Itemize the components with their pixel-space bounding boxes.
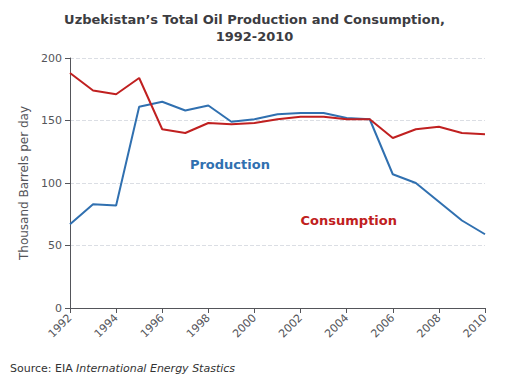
svg-text:50: 50 (48, 239, 62, 252)
svg-text:International Energy Stastics: International Energy Stastics (76, 362, 235, 375)
svg-text:Thousand Barrels per day: Thousand Barrels per day (17, 106, 31, 261)
svg-text:200: 200 (41, 52, 62, 65)
svg-text:1994: 1994 (92, 311, 121, 340)
svg-text:Production: Production (190, 157, 270, 172)
svg-text:100: 100 (41, 177, 62, 190)
svg-text:2002: 2002 (276, 311, 305, 340)
svg-text:0: 0 (55, 302, 62, 315)
svg-text:1996: 1996 (138, 311, 167, 340)
svg-text:1992: 1992 (46, 311, 75, 340)
svg-text:1998: 1998 (184, 311, 213, 340)
svg-text:Consumption: Consumption (301, 213, 397, 228)
svg-text:150: 150 (41, 114, 62, 127)
svg-text:Uzbekistan’s Total Oil Product: Uzbekistan’s Total Oil Production and Co… (64, 12, 445, 27)
svg-text:2000: 2000 (230, 311, 259, 340)
svg-text:2008: 2008 (415, 311, 444, 340)
svg-text:1992-2010: 1992-2010 (216, 29, 294, 44)
svg-text:2010: 2010 (461, 311, 490, 340)
svg-text:Source: EIA: Source: EIA (10, 362, 73, 375)
svg-text:2006: 2006 (368, 311, 397, 340)
svg-text:2004: 2004 (322, 311, 351, 340)
